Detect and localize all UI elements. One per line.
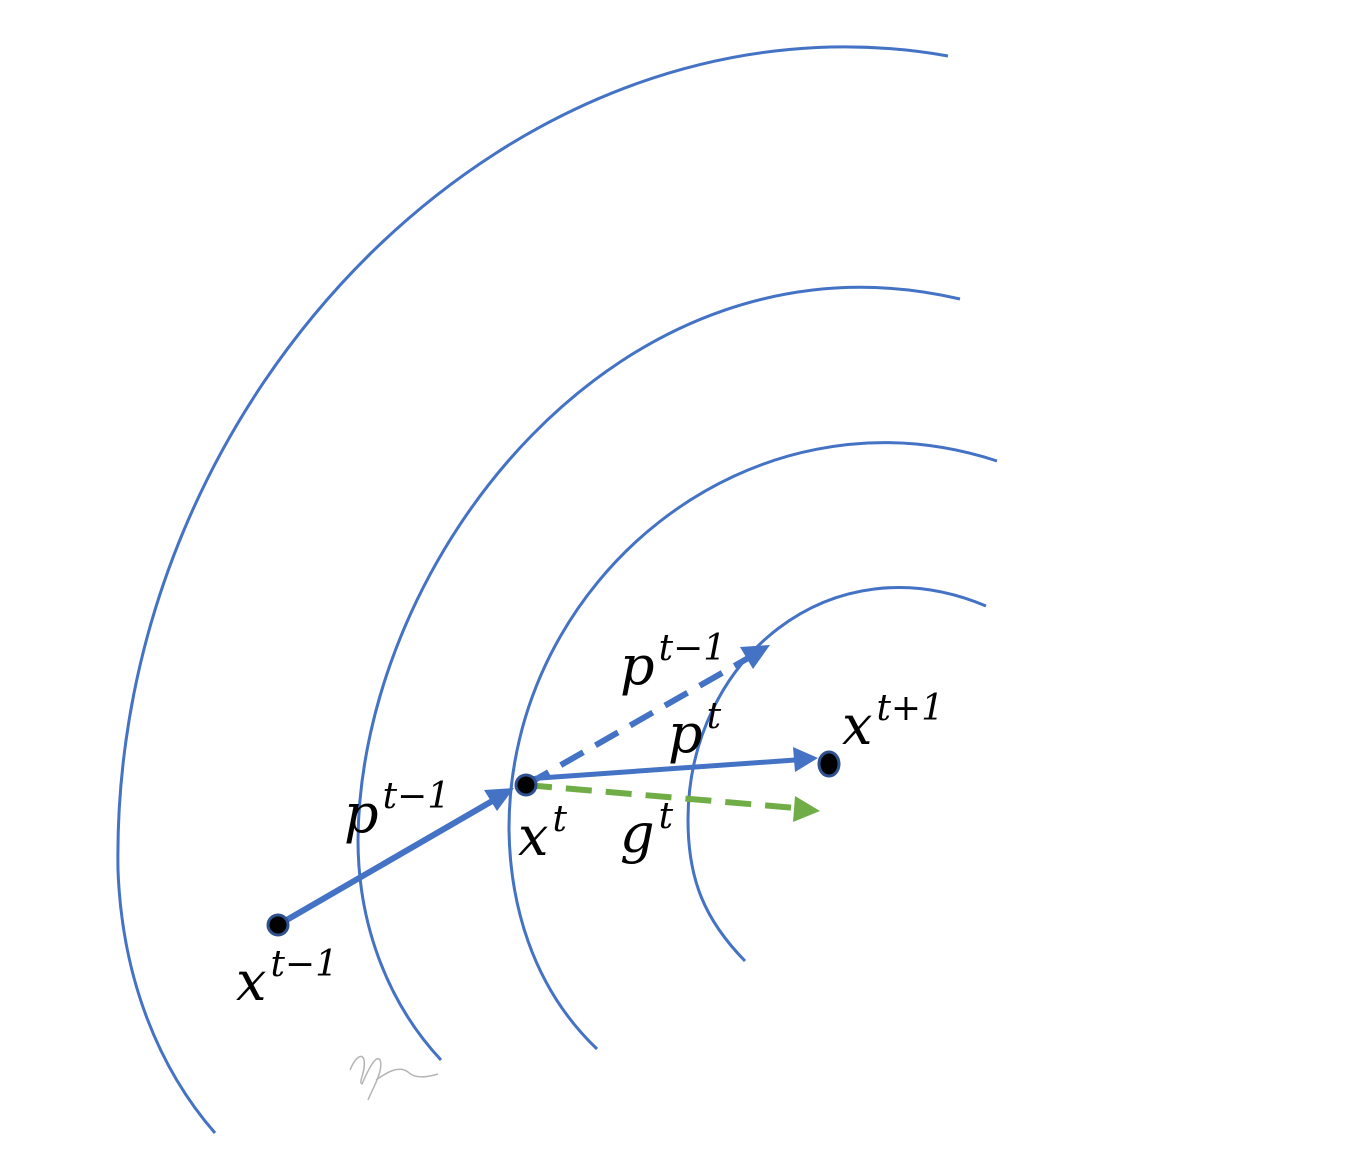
label-x-prev: x t−1 (236, 944, 338, 1013)
vector-p-prev-momentum-arrowhead (740, 645, 770, 669)
vector-g-curr-line (525, 782, 797, 811)
point-x-curr (514, 773, 538, 797)
vector-p-prev-momentum-line (524, 654, 752, 788)
contour-arc-second (356, 285, 961, 1062)
point-x-next (817, 750, 841, 778)
vector-g-curr-arrowhead (793, 796, 820, 822)
contour-arc-third (507, 441, 998, 1051)
contour-arc-outer (116, 45, 949, 1134)
points (266, 750, 841, 937)
contour-arc-inner (686, 586, 987, 963)
vector-p-curr-arrowhead (793, 747, 818, 772)
label-p-prev-step: p t−1 (344, 776, 450, 845)
point-x-prev (266, 913, 290, 937)
vectors (276, 645, 820, 928)
signature-mark (349, 1055, 439, 1101)
vector-p-prev-step-line (276, 797, 496, 928)
contour-lines (116, 45, 998, 1134)
label-x-next: x t+1 (842, 688, 944, 757)
label-p-prev-momentum: p t−1 (620, 628, 726, 697)
vector-p-prev-step-arrowhead (484, 788, 514, 811)
vector-p-curr-line (525, 757, 796, 782)
